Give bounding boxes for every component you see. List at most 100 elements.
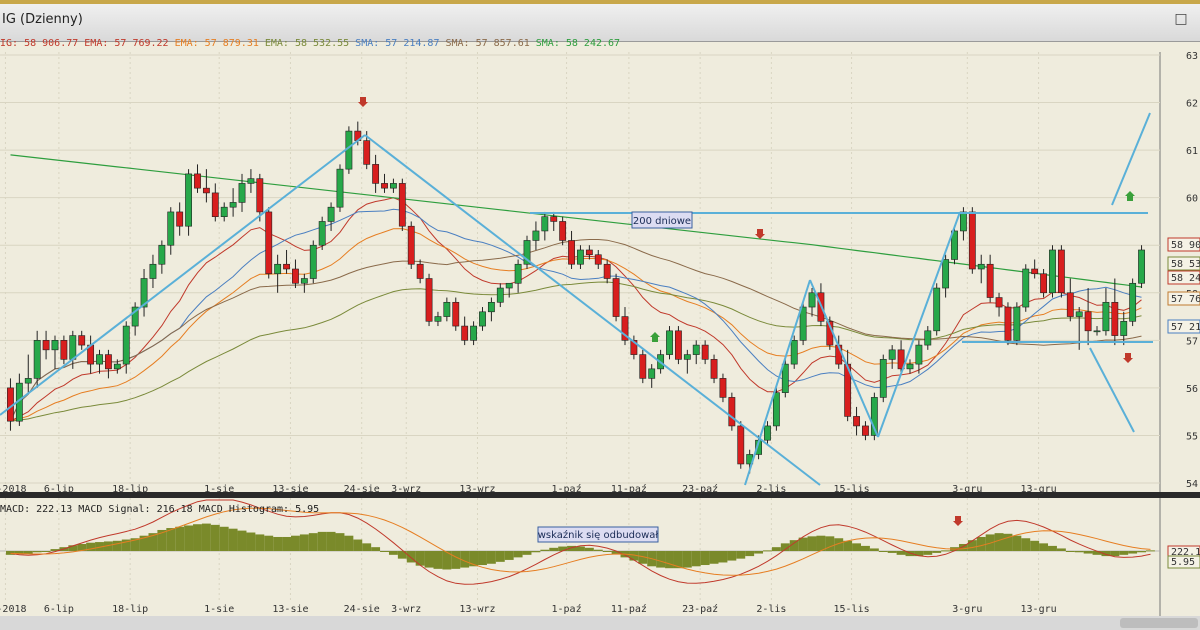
macd-histogram-bar bbox=[1092, 551, 1102, 555]
x-tick-label: ze-2018 bbox=[0, 484, 27, 495]
macd-histogram-bar bbox=[727, 551, 737, 561]
y-tick-label: 60 bbox=[1186, 194, 1198, 205]
macd-histogram-bar bbox=[540, 549, 550, 551]
macd-histogram-bar bbox=[451, 551, 461, 569]
candle-body bbox=[327, 206, 335, 222]
candle-body bbox=[951, 230, 958, 260]
macd-histogram-bar bbox=[86, 542, 96, 551]
candle-body bbox=[167, 211, 175, 246]
legend-entry: EMA: 57 879.31 bbox=[174, 38, 259, 49]
macd-x-tick-label: 1-sie bbox=[204, 604, 234, 615]
macd-x-tick-label: 23-paź bbox=[682, 603, 718, 615]
maximize-icon[interactable]: □ bbox=[1174, 11, 1188, 27]
macd-line bbox=[10, 499, 1151, 585]
trend-line bbox=[0, 134, 366, 416]
candle-body bbox=[60, 340, 68, 360]
candle-body bbox=[24, 378, 32, 384]
macd-histogram-bar bbox=[798, 537, 808, 551]
macd-histogram-bar bbox=[469, 551, 479, 567]
macd-histogram-bar bbox=[282, 536, 291, 551]
macd-signal-line bbox=[10, 507, 1151, 576]
candle-body bbox=[585, 249, 593, 256]
macd-histogram-bar bbox=[834, 538, 844, 551]
candle-body bbox=[496, 287, 504, 303]
macd-histogram-bar bbox=[77, 543, 87, 551]
price-label-box bbox=[1167, 319, 1200, 334]
macd-histogram-bar bbox=[1074, 551, 1084, 553]
y-tick-label: 63 bbox=[1186, 51, 1198, 62]
candle-body bbox=[274, 263, 282, 275]
candle-body bbox=[452, 301, 460, 327]
candle-body bbox=[862, 425, 869, 436]
macd-histogram-bar bbox=[478, 551, 487, 566]
macd-label-text: 5.95 bbox=[1171, 557, 1195, 568]
candle-body bbox=[42, 340, 50, 351]
candle-body bbox=[737, 425, 745, 465]
signal-arrow-up-icon bbox=[650, 332, 660, 342]
macd-histogram-bar bbox=[941, 550, 951, 552]
candle-body bbox=[986, 263, 994, 298]
macd-histogram-bar bbox=[825, 536, 835, 551]
macd-histogram-bar bbox=[1083, 551, 1093, 554]
x-tick-label: 18-lip bbox=[112, 484, 148, 495]
price-label-text: 57 76 bbox=[1171, 294, 1200, 305]
macd-histogram-bar bbox=[1137, 551, 1146, 553]
legend-entry: IG: 58 906.77 bbox=[0, 38, 79, 49]
macd-histogram-bar bbox=[371, 547, 381, 551]
macd-histogram-bar bbox=[1128, 551, 1138, 554]
candle-body bbox=[577, 249, 584, 265]
macd-x-tick-label: 3-gru bbox=[952, 604, 982, 615]
macd-histogram-bar bbox=[157, 529, 167, 551]
candle-body bbox=[211, 192, 219, 217]
macd-histogram-bar bbox=[166, 528, 176, 551]
macd-label-text: 222.1 bbox=[1171, 547, 1200, 558]
sma-line-2 bbox=[10, 239, 1142, 422]
candle-body bbox=[1138, 249, 1145, 284]
macd-histogram-bar bbox=[932, 551, 942, 553]
macd-histogram-bar bbox=[317, 531, 327, 551]
macd-x-tick-label: 24-sie bbox=[344, 604, 380, 615]
candle-body bbox=[220, 206, 228, 217]
macd-histogram-bar bbox=[193, 524, 202, 551]
candle-body bbox=[461, 325, 469, 341]
macd-histogram-bar bbox=[388, 551, 398, 555]
macd-histogram-bar bbox=[1030, 540, 1040, 551]
macd-histogram-bar bbox=[1101, 551, 1111, 557]
macd-histogram-bar bbox=[299, 534, 309, 551]
annotation-box-sma200 bbox=[631, 211, 693, 229]
candle-body bbox=[372, 164, 380, 184]
candle-body bbox=[915, 344, 923, 365]
ema-line-2 bbox=[10, 228, 1142, 422]
candle-body bbox=[541, 216, 549, 232]
candle-body bbox=[888, 349, 896, 360]
macd-histogram-bar bbox=[584, 547, 594, 551]
macd-histogram-bar bbox=[602, 551, 612, 552]
candle-body bbox=[51, 340, 59, 351]
macd-histogram-bar bbox=[638, 551, 648, 564]
signal-arrow-up-icon bbox=[1125, 191, 1135, 201]
macd-histogram-bar bbox=[816, 535, 826, 551]
candle-body bbox=[772, 392, 780, 427]
x-tick-label: 15-lis bbox=[833, 484, 869, 495]
price-label-box bbox=[1167, 270, 1200, 285]
macd-histogram-bar bbox=[504, 551, 514, 560]
macd-histogram-bar bbox=[184, 525, 194, 551]
candle-body bbox=[710, 359, 718, 379]
candle-body bbox=[692, 344, 700, 355]
candle-body bbox=[968, 211, 976, 270]
candle-body bbox=[1057, 249, 1065, 294]
candle-body bbox=[487, 301, 495, 313]
price-panel-bg bbox=[0, 52, 1160, 492]
candle-body bbox=[514, 263, 522, 284]
candle-body bbox=[648, 368, 656, 379]
signal-arrow-down-icon bbox=[358, 97, 368, 107]
macd-hist-label: MACD Histogram: bbox=[198, 504, 290, 515]
macd-histogram-bar bbox=[362, 543, 372, 551]
candle-body bbox=[202, 187, 210, 194]
candle-body bbox=[1040, 273, 1047, 294]
legend-entry: SMA: 57 857.61 bbox=[445, 38, 530, 49]
macd-label-box bbox=[1167, 555, 1200, 569]
macd-histogram-bar bbox=[878, 551, 888, 552]
macd-x-tick-label: 13-gru bbox=[1021, 604, 1057, 615]
